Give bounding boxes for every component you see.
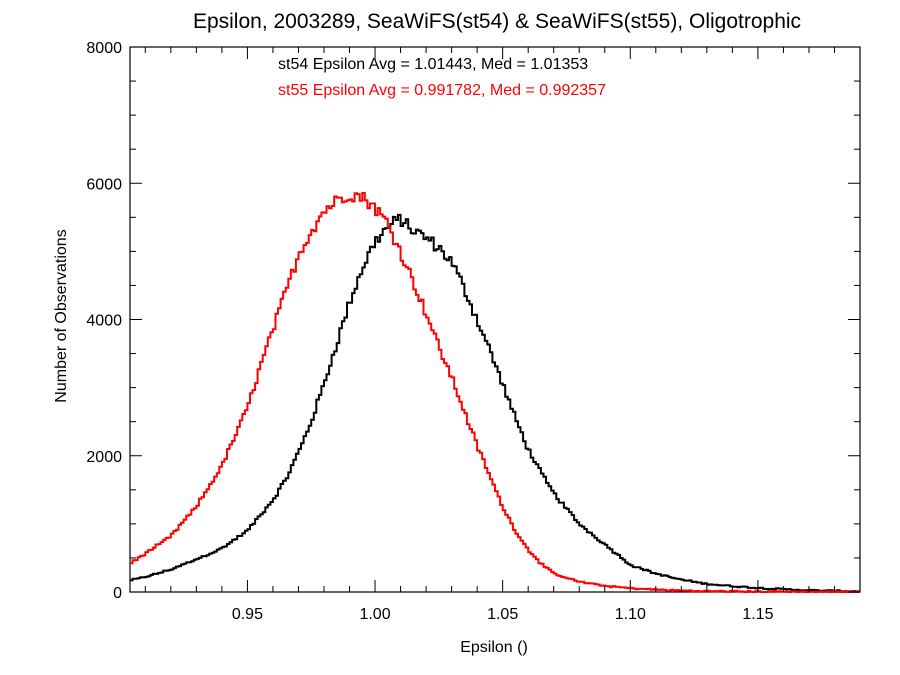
y-tick-label: 0: [113, 585, 122, 602]
plot-frame: [129, 46, 861, 593]
x-tick-label: 1.15: [742, 606, 773, 623]
y-tick-label: 8000: [86, 40, 122, 57]
annotation-st55: st55 Epsilon Avg = 0.991782, Med = 0.992…: [278, 82, 606, 99]
y-tick-label: 6000: [86, 176, 122, 193]
series-line-st54: [130, 213, 860, 593]
series-line-st55: [130, 192, 860, 593]
series-layer: [130, 192, 860, 593]
x-tick-label: 1.05: [487, 606, 518, 623]
x-tick-label: 1.10: [615, 606, 646, 623]
chart-title: Epsilon, 2003289, SeaWiFS(st54) & SeaWiF…: [193, 10, 801, 33]
x-tick-label: 0.95: [232, 606, 263, 623]
y-tick-label: 4000: [86, 313, 122, 330]
x-axis-label: Epsilon (): [460, 639, 528, 656]
y-tick-label: 2000: [86, 449, 122, 466]
y-axis-label: Number of Observations: [53, 229, 70, 402]
tick-layer: 0.95 1.00 1.05 1.10 1.15 0 2000 4000 6000 8000: [86, 40, 860, 623]
annotation-st54: st54 Epsilon Avg = 1.01443, Med = 1.0135…: [278, 56, 588, 73]
x-tick-label: 1.00: [359, 606, 390, 623]
